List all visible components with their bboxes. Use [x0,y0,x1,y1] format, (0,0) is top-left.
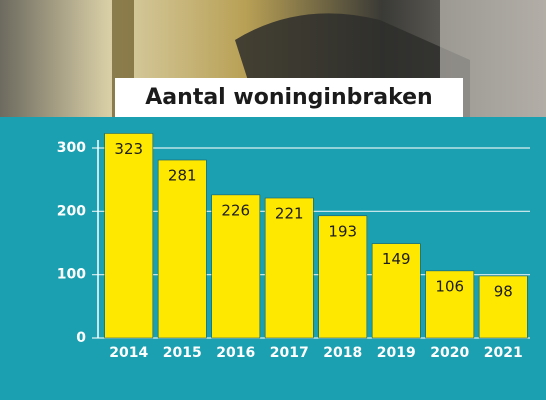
y-tick-label: 300 [57,140,86,156]
bar [157,159,207,339]
x-tick-label: 2015 [163,345,202,361]
chart-title: Aantal woninginbraken [145,85,432,110]
y-tick-label: 100 [57,267,86,283]
x-tick-label: 2017 [270,345,309,361]
x-tick-label: 2014 [109,345,148,361]
data-label: 221 [275,205,304,223]
y-tick-label: 200 [57,203,86,219]
data-label: 281 [168,167,197,185]
x-tick-label: 2019 [377,345,416,361]
data-label: 323 [114,140,143,158]
bar [318,215,368,339]
x-tick-label: 2016 [216,345,255,361]
data-label: 193 [328,222,357,240]
bar [264,197,314,339]
bar [211,194,261,339]
x-tick-label: 2020 [430,345,469,361]
data-label: 98 [494,282,513,300]
x-tick-label: 2018 [323,345,362,361]
title-box [115,78,463,117]
bar [371,243,421,339]
data-label: 226 [221,201,250,219]
y-tick-label: 0 [76,330,86,346]
bar [425,270,475,339]
bar [478,275,528,339]
bar [104,133,154,339]
x-tick-label: 2021 [484,345,523,361]
data-label: 149 [382,250,411,268]
data-label: 106 [435,277,464,295]
